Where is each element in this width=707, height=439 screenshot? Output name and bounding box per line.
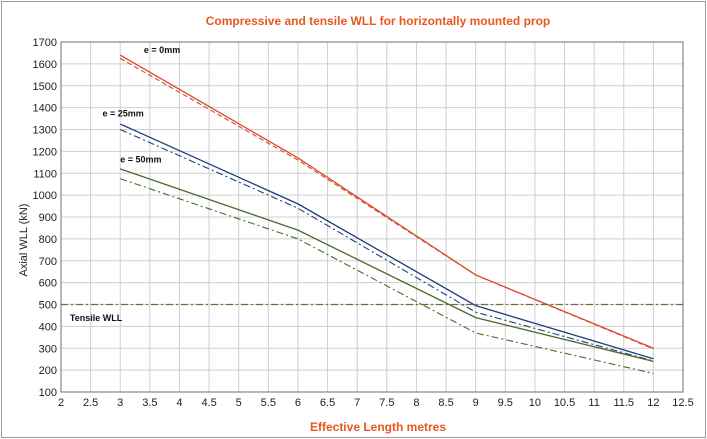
x-tick-label: 3 bbox=[117, 397, 123, 409]
y-tick-label: 300 bbox=[39, 343, 57, 355]
x-tick-label: 2 bbox=[58, 397, 64, 409]
plot-area-border bbox=[60, 41, 684, 393]
annotation-label: e = 0mm bbox=[144, 45, 180, 55]
y-tick-label: 1100 bbox=[33, 168, 57, 180]
series-line-e50-dashdot bbox=[120, 178, 654, 374]
annotation-label: e = 50mm bbox=[120, 154, 161, 164]
series-layer bbox=[119, 54, 654, 374]
x-tick-label: 6 bbox=[295, 397, 301, 409]
x-tick-label: 10 bbox=[529, 397, 541, 409]
x-tick-label: 5.5 bbox=[261, 397, 276, 409]
x-tick-label: 7 bbox=[354, 397, 360, 409]
x-tick-label: 8 bbox=[413, 397, 419, 409]
series-line-e25-solid bbox=[119, 123, 654, 360]
y-tick-label: 800 bbox=[39, 234, 57, 246]
y-tick-label: 700 bbox=[39, 256, 57, 268]
x-axis-title: Effective Length metres bbox=[310, 420, 446, 434]
x-tick-label: 12.5 bbox=[672, 397, 693, 409]
y-tick-label: 1700 bbox=[33, 37, 57, 49]
x-tick-label: 8.5 bbox=[438, 397, 453, 409]
y-tick-label: 200 bbox=[39, 365, 57, 377]
y-tick-label: 1300 bbox=[33, 125, 57, 137]
y-tick-label: 1600 bbox=[33, 59, 57, 71]
x-tick-label: 12 bbox=[647, 397, 659, 409]
x-tick-label: 4 bbox=[176, 397, 182, 409]
annotations: e = 0mm e = 25mm e = 50mm Tensile WLL bbox=[70, 45, 180, 323]
x-tick-label: 5 bbox=[236, 397, 242, 409]
x-tick-label: 7.5 bbox=[379, 397, 394, 409]
x-tick-label: 2.5 bbox=[83, 397, 98, 409]
annotation-label: e = 25mm bbox=[102, 108, 143, 118]
y-tick-label: 400 bbox=[39, 321, 57, 333]
x-tick-label: 11 bbox=[588, 397, 599, 409]
y-tick-label: 1400 bbox=[33, 103, 57, 115]
x-tick-label: 10.5 bbox=[554, 397, 575, 409]
x-tick-labels: 2 2.5 3 3.5 4 4.5 5 5.5 6 6.5 7 7.5 8 8.5 9 9.5 10 10.5 11… bbox=[58, 397, 694, 409]
y-tick-label: 100 bbox=[39, 387, 57, 399]
series-line-e50-solid bbox=[120, 168, 654, 363]
y-tick-label: 1500 bbox=[33, 81, 57, 93]
chart-title: Compressive and tensile WLL for horizont… bbox=[206, 14, 550, 28]
x-tick-label: 4.5 bbox=[201, 397, 216, 409]
annotation-label: Tensile WLL bbox=[70, 313, 123, 323]
y-tick-label: 1200 bbox=[33, 146, 57, 158]
y-tick-label: 600 bbox=[39, 278, 57, 290]
series-line-e0-dash bbox=[119, 57, 654, 350]
x-tick-label: 9.5 bbox=[498, 397, 513, 409]
y-tick-label: 500 bbox=[39, 300, 57, 312]
x-tick-label: 11.5 bbox=[613, 397, 634, 409]
y-tick-labels: 100 200 300 400 500 600 700 800 900 1000 1100 1200 1… bbox=[33, 37, 57, 399]
y-axis-title: Axial WLL (kN) bbox=[18, 204, 30, 277]
y-tick-label: 1000 bbox=[33, 190, 57, 202]
x-tick-label: 3.5 bbox=[142, 397, 157, 409]
y-tick-label: 900 bbox=[39, 212, 57, 224]
x-tick-label: 6.5 bbox=[320, 397, 335, 409]
x-tick-label: 9 bbox=[473, 397, 479, 409]
